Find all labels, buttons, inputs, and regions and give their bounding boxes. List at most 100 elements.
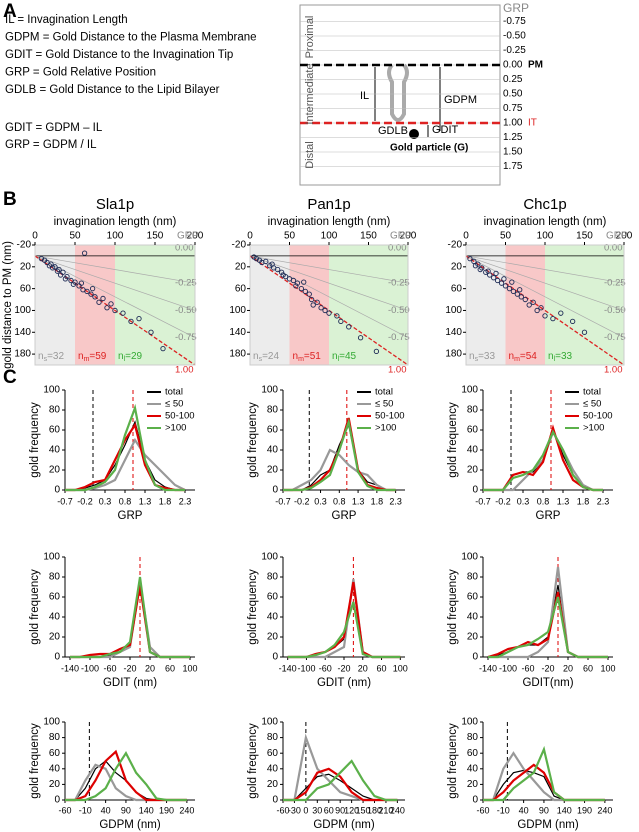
definition: GDLB = Gold Distance to the Lipid Bilaye… (5, 84, 220, 96)
x-tick-label: -60 (476, 805, 489, 815)
x-tick-label: 100 (393, 663, 408, 673)
y-axis-title: gold frequency (29, 402, 41, 478)
chart-title: Sla1p (96, 196, 134, 213)
zone-label: Distal (304, 141, 316, 169)
region (115, 245, 195, 365)
chart-title: Chc1p (523, 196, 566, 213)
region-subscript: l (338, 356, 340, 363)
point (104, 305, 110, 311)
x-axis-title: invagination length (nm) (268, 216, 391, 228)
grp-label: 0.00 (175, 242, 194, 253)
y-tick-label: 60 (49, 425, 61, 436)
region-subscript: s (475, 356, 479, 363)
y-tick-label: 0 (472, 652, 478, 663)
legend-label: total (583, 387, 601, 398)
region-symbol: n (293, 351, 299, 362)
point (274, 266, 281, 273)
x-tick-label: -0.7 (57, 496, 73, 506)
point (56, 266, 62, 273)
grp-line (34, 255, 196, 311)
x-tick-label: 30 (312, 805, 322, 815)
region-count: =59 (89, 351, 106, 362)
point (308, 296, 315, 303)
x-tick-label: 150 (360, 231, 377, 242)
y-tick-label: 60 (467, 592, 479, 603)
point (89, 285, 96, 292)
series-line (483, 424, 603, 492)
x-axis-title: GDPM (nm) (99, 819, 161, 831)
x-tick-label: 50 (500, 231, 512, 242)
point (479, 265, 485, 271)
region-count: =45 (339, 351, 356, 362)
formula: GDIT = GDPM – IL (5, 122, 103, 134)
x-tick-label: -30 (288, 805, 301, 815)
point (526, 302, 532, 308)
y-tick-label: 20 (467, 779, 479, 790)
region-count: =33 (478, 351, 495, 362)
x-tick-label: 0.3 (517, 496, 530, 506)
point (160, 345, 166, 352)
x-tick-label: -140 (279, 663, 297, 673)
legend-label: 50-100 (375, 411, 405, 422)
x-axis-title: GRP (332, 510, 357, 522)
x-tick-label: 40 (101, 805, 111, 815)
point (538, 305, 544, 311)
y-tick-label: 80 (267, 732, 279, 743)
region-count: =24 (262, 351, 279, 362)
point (148, 329, 154, 335)
y-tick-label: 180 (14, 349, 31, 360)
series-line (65, 437, 186, 492)
point (509, 279, 515, 285)
point (338, 318, 344, 325)
series-line (483, 429, 603, 492)
point (498, 280, 505, 286)
point (92, 294, 98, 300)
scale-label: 1.00 (503, 118, 523, 129)
point (518, 294, 524, 300)
point (542, 313, 548, 319)
y-tick-label: 180 (229, 349, 246, 360)
il-label: IL (360, 90, 369, 102)
region-subscript: s (44, 356, 48, 363)
point (112, 307, 118, 314)
x-axis-title: GDIT (nm) (103, 677, 157, 689)
region-count: =33 (555, 351, 572, 362)
point (517, 287, 523, 293)
x-tick-label: 0 (463, 231, 469, 242)
x-tick-label: 150 (356, 805, 371, 815)
y-axis-title: gold frequency (29, 723, 41, 799)
y-tick-label: 0 (272, 795, 278, 806)
grp-label: -0.25 (175, 278, 197, 289)
y-tick-label: 100 (43, 385, 60, 396)
grp-one-line (249, 255, 409, 366)
y-tick-label: 60 (20, 283, 32, 294)
x-tick-label: 60 (165, 663, 175, 673)
y-tick-label: 100 (261, 385, 278, 396)
y2-title: GRP (606, 231, 628, 242)
legend-label: >100 (375, 423, 396, 434)
region-count: =29 (125, 351, 142, 362)
region-label: nm=54 (509, 351, 538, 363)
gdlb-label: GDLB (378, 125, 408, 137)
point (487, 272, 493, 278)
grp-label: 1.00 (388, 365, 407, 376)
series-line (65, 422, 185, 492)
y-tick-label: -20 (17, 240, 32, 251)
region-label: nm=51 (293, 351, 322, 363)
series-line (283, 733, 398, 802)
x-tick-label: -0.2 (77, 496, 93, 506)
y-tick-label: 100 (461, 552, 478, 563)
point (136, 315, 142, 322)
y-tick-label: 20 (467, 632, 479, 643)
panel-label: B (3, 189, 17, 210)
y-tick-label: 100 (43, 717, 60, 728)
y-tick-label: 20 (451, 261, 463, 272)
y-tick-label: 40 (49, 763, 61, 774)
y-tick-label: 20 (20, 261, 32, 272)
point (357, 335, 364, 341)
x-tick-label: -60 (521, 663, 534, 673)
definition: GRP = Gold Relative Position (5, 67, 156, 79)
grp-line (249, 255, 409, 284)
region (505, 245, 545, 365)
series-line (283, 423, 396, 491)
